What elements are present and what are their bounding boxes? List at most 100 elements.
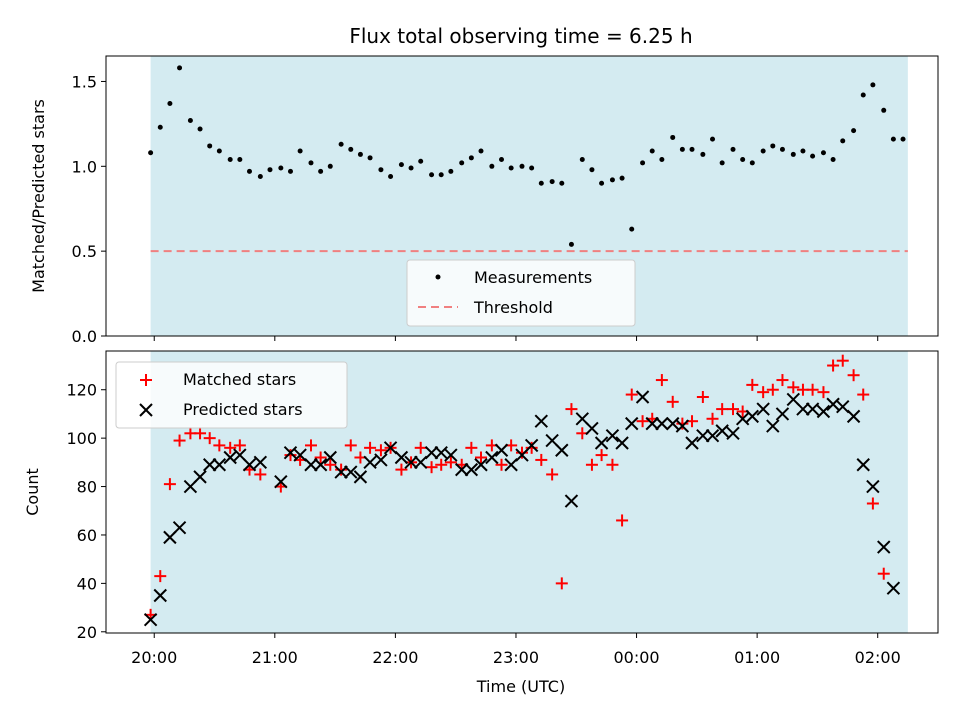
- predicted-star-stroke: [444, 448, 458, 462]
- predicted-star-stroke: [363, 455, 377, 470]
- measurement-point: [246, 168, 252, 174]
- matched-star-point: [827, 359, 840, 372]
- predicted-star-point: [726, 426, 740, 441]
- top-y-ticks: 0.0 0.5 1.0 1.5: [72, 72, 106, 346]
- measurement-point: [710, 136, 716, 142]
- predicted-star-point: [877, 540, 891, 554]
- measurement-point: [388, 173, 394, 179]
- measurement-point: [267, 167, 273, 173]
- predicted-star-stroke: [615, 436, 629, 450]
- predicted-star-point: [193, 470, 207, 484]
- predicted-star-stroke: [786, 392, 801, 407]
- measurement-point: [197, 126, 203, 132]
- measurement-point: [508, 165, 514, 171]
- predicted-star-stroke: [866, 479, 880, 494]
- measurement-point: [900, 136, 906, 142]
- legend-marker-measurements: [435, 274, 441, 280]
- predicted-star-stroke: [223, 450, 237, 465]
- x-axis-label: Time (UTC): [476, 677, 565, 696]
- predicted-star-point: [805, 402, 820, 416]
- predicted-star-stroke: [675, 419, 690, 433]
- matched-star-point: [254, 468, 267, 481]
- matched-star-point: [866, 497, 879, 510]
- predicted-star-stroke: [274, 475, 288, 489]
- predicted-star-stroke: [645, 416, 659, 431]
- predicted-star-stroke: [424, 445, 439, 460]
- measurement-point: [499, 157, 505, 163]
- matched-star-point: [666, 395, 679, 408]
- measurement-point: [649, 148, 655, 154]
- predicted-star-stroke: [172, 520, 187, 535]
- predicted-star-stroke: [212, 458, 227, 472]
- measurement-point: [408, 165, 414, 171]
- measurement-point: [779, 146, 785, 152]
- predicted-star-stroke: [735, 412, 750, 426]
- matched-star-point: [284, 449, 297, 462]
- predicted-star-stroke: [625, 416, 639, 431]
- x-tick-label: 02:00: [855, 648, 901, 667]
- predicted-star-point: [202, 458, 217, 472]
- measurement-point: [881, 107, 887, 113]
- bottom-x-ticks: 20:00 21:00 22:00 23:00 00:00 01:00 02:00: [131, 633, 901, 667]
- predicted-star-point: [836, 399, 850, 414]
- matched-star-point: [224, 441, 237, 454]
- measurement-point: [429, 172, 435, 178]
- matched-star-point: [465, 441, 478, 454]
- measurement-point: [860, 92, 866, 98]
- y-tick-label: 40: [77, 574, 97, 593]
- measurement-point: [357, 151, 363, 157]
- measurement-point: [589, 167, 595, 173]
- measurement-point: [559, 180, 565, 186]
- predicted-star-stroke: [585, 421, 599, 436]
- predicted-star-stroke: [394, 450, 409, 465]
- measurement-point: [790, 151, 796, 157]
- matched-star-point: [817, 386, 830, 399]
- measurement-point: [287, 168, 293, 174]
- measurement-point: [297, 148, 303, 154]
- predicted-star-point: [304, 458, 318, 472]
- matched-star-point: [847, 369, 860, 382]
- bottom-legend-box: [115, 361, 348, 429]
- predicted-star-point: [856, 458, 870, 472]
- matched-star-point: [335, 463, 348, 476]
- measurement-point: [760, 148, 766, 154]
- matched-star-point: [676, 417, 689, 430]
- matched-star-point: [877, 567, 890, 580]
- predicted-star-stroke: [775, 407, 790, 421]
- panel-bottom-count: 20 40 60 80 100 120 20:00 21:00 22:00 23:00 00:00…: [23, 350, 939, 696]
- matched-star-point: [314, 451, 327, 464]
- matched-star-point: [344, 439, 357, 452]
- predicted-star-stroke: [455, 462, 469, 477]
- measurement-point: [489, 163, 495, 169]
- predicted-star-stroke: [253, 455, 268, 470]
- measurement-point: [700, 151, 706, 157]
- predicted-star-stroke: [153, 588, 167, 603]
- measurement-point: [348, 146, 354, 152]
- predicted-star-point: [383, 441, 398, 455]
- predicted-star-stroke: [313, 458, 328, 472]
- predicted-star-point: [775, 407, 790, 421]
- measurement-point: [177, 65, 183, 71]
- measurement-point: [418, 158, 424, 164]
- predicted-star-point: [153, 588, 167, 603]
- legend-label-threshold: Threshold: [473, 298, 553, 317]
- matched-star-point: [154, 570, 167, 583]
- predicted-star-stroke: [233, 448, 247, 462]
- matched-star-point: [625, 388, 638, 401]
- predicted-star-stroke: [745, 409, 760, 424]
- y-tick-label: 100: [66, 429, 97, 448]
- matched-star-point: [585, 458, 598, 471]
- predicted-star-point: [353, 470, 368, 484]
- predicted-star-stroke: [353, 470, 368, 484]
- matched-star-point: [857, 388, 870, 401]
- measurement-point: [810, 153, 816, 159]
- predicted-star-stroke: [605, 429, 620, 443]
- predicted-star-point: [223, 450, 237, 465]
- y-tick-label: 1.0: [72, 157, 97, 176]
- predicted-star-point: [434, 445, 448, 460]
- predicted-star-point: [474, 458, 488, 472]
- measurement-point: [749, 160, 755, 166]
- predicted-star-point: [555, 443, 569, 457]
- predicted-star-point: [666, 416, 680, 431]
- matched-star-point: [414, 441, 427, 454]
